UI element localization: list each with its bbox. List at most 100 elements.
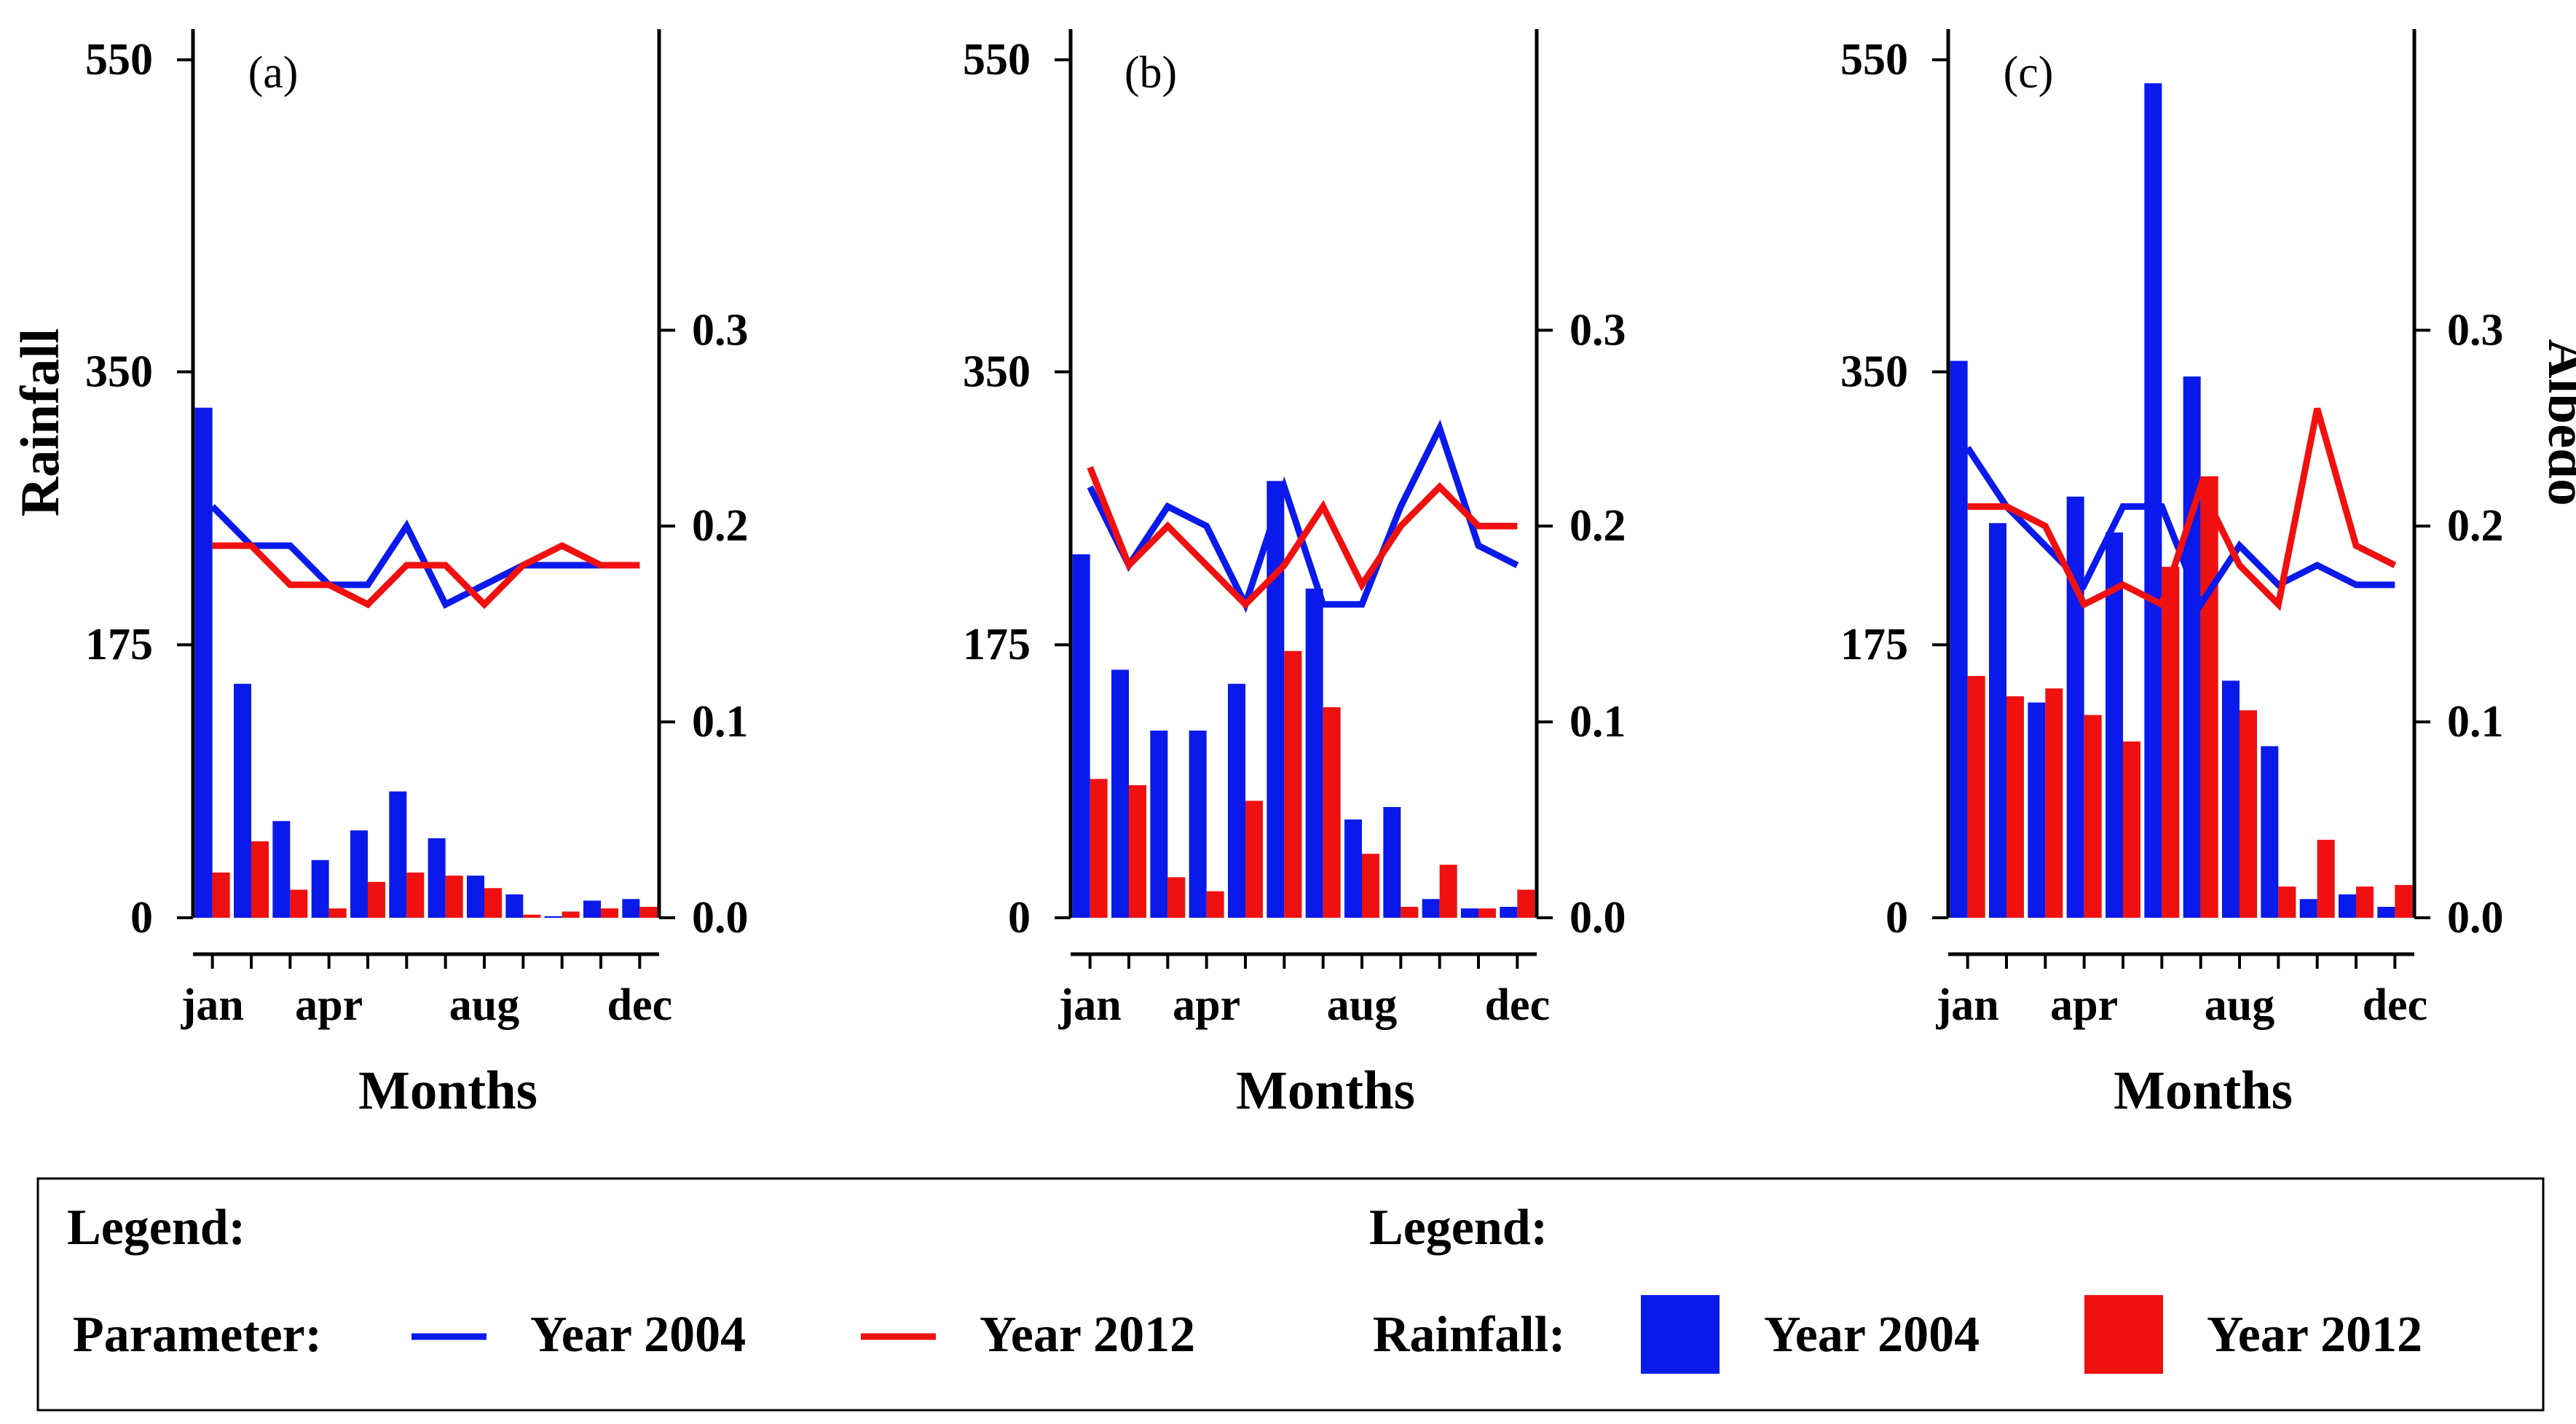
bar-year-2012-oct <box>562 911 580 918</box>
bar-year-2012-sep <box>1401 907 1419 918</box>
y-right-tick-label: 0.3 <box>1569 305 1626 355</box>
legend-swatch-year-2004 <box>1641 1295 1720 1374</box>
bar-year-2012-jan <box>212 872 230 918</box>
bar-year-2012-jul <box>445 876 463 918</box>
chart-panels: 0 175 350 550 0.0 0.1 0.2 0.3 jan apr aug dec (a) Mon… <box>10 29 2576 1121</box>
y-right-tick-label: 0.1 <box>1569 697 1626 747</box>
bar-year-2004-mar <box>272 821 291 918</box>
bar-year-2012-apr <box>328 908 347 918</box>
bar-year-2004-sep <box>2261 746 2279 918</box>
x-tick-label-aug: aug <box>1327 980 1397 1030</box>
bar-year-2012-dec <box>1517 889 1535 918</box>
bar-year-2004-jan <box>1950 361 1968 918</box>
bar-year-2004-dec <box>622 899 640 918</box>
bar-year-2004-mar <box>1150 731 1168 918</box>
legend-line-label-year-2004: Year 2004 <box>530 1307 746 1363</box>
x-tick-label-apr: apr <box>1173 980 1240 1030</box>
bar-year-2012-jun <box>406 872 425 918</box>
x-tick-label-apr: apr <box>2050 980 2118 1030</box>
chart-panel-c: 0 175 350 550 0.0 0.1 0.2 0.3 jan apr aug dec (c) Mon… <box>1840 29 2576 1121</box>
bar-year-2004-jun <box>389 791 407 918</box>
y-right-tick-label: 0.2 <box>1569 501 1626 551</box>
bar-year-2004-may <box>350 830 368 918</box>
x-tick-label-apr: apr <box>295 980 363 1030</box>
line-year-2012 <box>1967 407 2397 611</box>
bar-year-2004-aug <box>2222 680 2240 918</box>
bar-year-2012-aug <box>2240 710 2257 918</box>
bar-year-2012-oct <box>1439 865 1457 918</box>
bar-year-2012-sep <box>2278 886 2296 918</box>
bar-year-2012-jan <box>1967 676 1985 918</box>
bar-year-2004-aug <box>467 876 484 918</box>
bar-year-2012-apr <box>1206 891 1224 918</box>
line-year-2012 <box>212 542 640 610</box>
legend-swatch-label-year-2004: Year 2004 <box>1764 1307 1980 1363</box>
legend-box: Legend: Parameter: Year 2004 Year 2012 L… <box>36 1177 2545 1412</box>
y-axis-title-left: Rainfall <box>10 329 71 516</box>
bar-year-2004-dec <box>1500 907 1518 918</box>
x-tick-label-dec: dec <box>1485 980 1551 1030</box>
bar-year-2004-jul <box>2183 376 2201 918</box>
bar-year-2004-dec <box>2377 907 2395 918</box>
y-left-tick-label: 175 <box>85 620 153 669</box>
bar-year-2012-feb <box>1129 784 1146 918</box>
panel-label: (b) <box>1124 48 1177 98</box>
y-left-tick-label: 175 <box>1840 620 1908 669</box>
legend-line-label-year-2012: Year 2012 <box>980 1307 1195 1363</box>
bar-year-2004-aug <box>1344 819 1362 918</box>
x-tick-label-jan: jan <box>1058 980 1122 1030</box>
bar-year-2012-mar <box>2045 688 2063 918</box>
y-axis-title-right: Albedo <box>2537 339 2576 506</box>
bar-year-2004-jan <box>194 407 213 918</box>
y-left-tick-label: 550 <box>1840 35 1908 84</box>
legend-label-rainfall: Rainfall: <box>1373 1307 1565 1363</box>
legend-swatch-label-year-2012: Year 2012 <box>2207 1307 2422 1363</box>
bar-year-2004-apr <box>2066 496 2084 918</box>
bar-year-2004-sep <box>505 894 524 918</box>
bar-year-2012-nov <box>1478 908 1496 918</box>
bar-year-2012-dec <box>2395 885 2413 918</box>
bar-year-2004-nov <box>583 900 601 918</box>
x-axis-title: Months <box>2114 1061 2293 1121</box>
y-right-tick-label: 0.3 <box>692 305 749 355</box>
line-year-2004 <box>1087 419 1519 613</box>
y-left-tick-label: 550 <box>85 35 153 84</box>
bar-year-2004-sep <box>1383 806 1401 918</box>
bar-year-2004-feb <box>1989 523 2006 918</box>
y-right-tick-label: 0.1 <box>2447 697 2504 747</box>
bar-year-2004-nov <box>1461 908 1478 918</box>
bar-year-2012-feb <box>2006 696 2024 918</box>
bar-year-2012-mar <box>290 889 308 918</box>
bar-year-2004-feb <box>234 683 251 918</box>
bar-year-2004-jan <box>1072 554 1090 918</box>
bar-year-2004-may <box>2106 532 2123 918</box>
y-right-tick-label: 0.2 <box>2447 501 2504 551</box>
bar-year-2012-jul <box>1323 707 1341 918</box>
bar-year-2012-aug <box>484 888 502 918</box>
x-tick-label-jan: jan <box>181 980 244 1030</box>
x-tick-label-jan: jan <box>1936 980 1999 1030</box>
bar-year-2004-jul <box>428 838 446 918</box>
y-left-tick-label: 550 <box>963 35 1031 84</box>
bar-year-2012-nov <box>2356 886 2374 918</box>
bar-year-2012-may <box>368 881 385 918</box>
y-right-tick-label: 0.0 <box>692 893 749 943</box>
bar-year-2004-jun <box>1267 481 1285 918</box>
bar-year-2004-may <box>1228 683 1245 918</box>
bar-year-2012-may <box>2123 741 2140 918</box>
legend-frame <box>36 1177 2545 1412</box>
bar-year-2012-jun <box>1284 650 1302 918</box>
y-left-tick-label: 175 <box>963 620 1031 669</box>
chart-panel-a: 0 175 350 550 0.0 0.1 0.2 0.3 jan apr aug dec (a) Mon… <box>10 29 749 1121</box>
bar-year-2004-oct <box>1422 899 1440 918</box>
legend-swatch-year-2012 <box>2084 1295 2163 1374</box>
y-right-tick-label: 0.2 <box>692 501 749 551</box>
y-left-tick-label: 0 <box>1886 893 1908 943</box>
bar-year-2004-oct <box>544 916 562 918</box>
y-right-tick-label: 0.3 <box>2447 305 2504 355</box>
bar-year-2004-apr <box>1189 731 1207 918</box>
bar-year-2004-apr <box>311 859 329 918</box>
y-left-tick-label: 350 <box>963 347 1031 396</box>
x-tick-label-dec: dec <box>607 980 673 1030</box>
